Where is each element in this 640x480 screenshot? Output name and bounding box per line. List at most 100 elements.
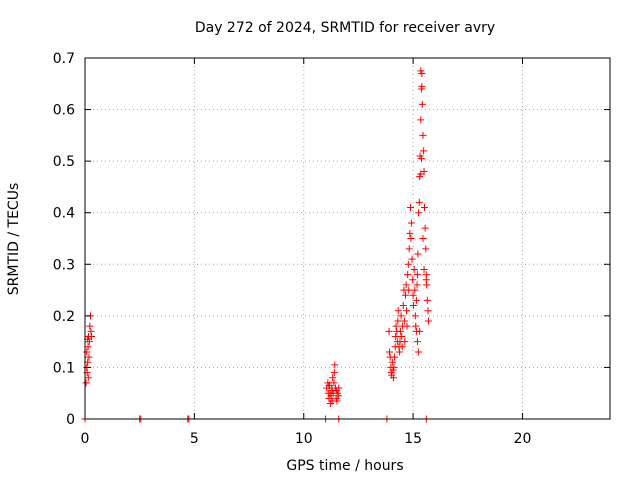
data-point bbox=[333, 397, 341, 405]
data-point bbox=[87, 327, 95, 335]
data-point bbox=[417, 170, 425, 178]
data-point bbox=[407, 204, 414, 212]
data-point bbox=[391, 353, 399, 361]
data-point bbox=[388, 358, 396, 366]
data-point bbox=[82, 379, 90, 387]
y-tick-label: 0.2 bbox=[53, 309, 75, 325]
x-tick-label: 20 bbox=[514, 431, 532, 447]
data-point bbox=[421, 204, 428, 212]
x-tick-label: 0 bbox=[81, 431, 90, 447]
data-point bbox=[409, 291, 417, 299]
data-point bbox=[418, 82, 426, 90]
data-point bbox=[421, 224, 429, 232]
data-point bbox=[422, 276, 430, 284]
chart-title: Day 272 of 2024, SRMTID for receiver avr… bbox=[195, 20, 495, 36]
plot-frame bbox=[84, 57, 611, 420]
data-point bbox=[414, 271, 421, 279]
y-axis-title: SRMTID / TECUs bbox=[6, 183, 22, 296]
data-point bbox=[411, 286, 419, 294]
data-point bbox=[404, 271, 412, 279]
data-point bbox=[402, 281, 410, 289]
data-point bbox=[414, 250, 422, 258]
data-point bbox=[397, 312, 405, 320]
data-point bbox=[414, 338, 421, 346]
data-point bbox=[396, 327, 404, 335]
data-point bbox=[419, 131, 427, 139]
data-point bbox=[422, 245, 430, 253]
data-point bbox=[417, 155, 425, 163]
data-point bbox=[83, 348, 91, 356]
data-point bbox=[329, 374, 337, 382]
data-point bbox=[392, 332, 400, 340]
data-point bbox=[330, 369, 338, 377]
data-point bbox=[394, 317, 402, 325]
data-point bbox=[407, 235, 415, 242]
data-point bbox=[407, 219, 415, 227]
data-point bbox=[405, 286, 413, 294]
data-point bbox=[390, 363, 398, 371]
data-point bbox=[386, 348, 393, 356]
y-tick-label: 0.3 bbox=[53, 257, 75, 273]
data-point bbox=[334, 392, 342, 400]
x-axis-title: GPS time / hours bbox=[286, 458, 403, 474]
data-point bbox=[401, 338, 409, 346]
data-point bbox=[404, 260, 412, 268]
data-point bbox=[409, 276, 417, 284]
data-point bbox=[86, 322, 94, 330]
data-point bbox=[406, 229, 414, 237]
data-point bbox=[408, 255, 416, 263]
data-point bbox=[330, 379, 338, 387]
data-point bbox=[420, 265, 428, 273]
data-point bbox=[399, 302, 407, 310]
data-point bbox=[389, 374, 397, 382]
data-point bbox=[392, 322, 400, 330]
data-point bbox=[335, 384, 343, 392]
data-point bbox=[417, 67, 425, 75]
axes: 0 5 10 15 20 0 0.1 0.2 0.3 0.4 0.5 0.6 0.7 bbox=[53, 51, 611, 447]
data-point bbox=[396, 348, 404, 356]
data-point bbox=[325, 381, 333, 389]
y-tick-label: 0.6 bbox=[53, 103, 75, 119]
x-tick-label: 10 bbox=[295, 431, 313, 447]
y-tick-label: 0.1 bbox=[53, 360, 75, 376]
data-point bbox=[420, 147, 428, 155]
data-point bbox=[405, 245, 413, 253]
data-point bbox=[84, 343, 92, 351]
data-point bbox=[413, 281, 421, 289]
data-point bbox=[88, 332, 96, 340]
data-point bbox=[84, 374, 92, 382]
grid bbox=[85, 58, 610, 419]
y-tick-label: 0.5 bbox=[53, 154, 75, 170]
data-point bbox=[411, 312, 419, 320]
data-point bbox=[401, 291, 409, 299]
data-point bbox=[423, 296, 431, 304]
data-point bbox=[415, 209, 423, 217]
data-point bbox=[85, 353, 93, 361]
data-point bbox=[410, 265, 418, 273]
data-point bbox=[415, 348, 423, 356]
data-point bbox=[412, 322, 420, 330]
data-point bbox=[400, 317, 408, 325]
data-point bbox=[331, 361, 339, 369]
data-point bbox=[403, 307, 411, 315]
data-point bbox=[412, 327, 420, 335]
data-point bbox=[328, 387, 336, 395]
x-tick-label: 15 bbox=[404, 431, 422, 447]
data-point bbox=[403, 322, 411, 330]
y-tick-label: 0.4 bbox=[53, 206, 75, 222]
data-point bbox=[394, 307, 402, 315]
data-point bbox=[412, 296, 420, 304]
data-point bbox=[424, 307, 432, 315]
data-point bbox=[418, 100, 426, 108]
data-markers bbox=[81, 67, 432, 423]
data-point bbox=[424, 317, 432, 325]
data-point bbox=[385, 327, 393, 335]
data-point bbox=[398, 343, 406, 351]
x-tick-label: 5 bbox=[190, 431, 199, 447]
y-tick-label: 0 bbox=[66, 412, 75, 428]
data-point bbox=[398, 332, 406, 340]
data-point bbox=[417, 116, 425, 124]
data-point bbox=[419, 235, 427, 242]
data-point bbox=[415, 198, 423, 206]
